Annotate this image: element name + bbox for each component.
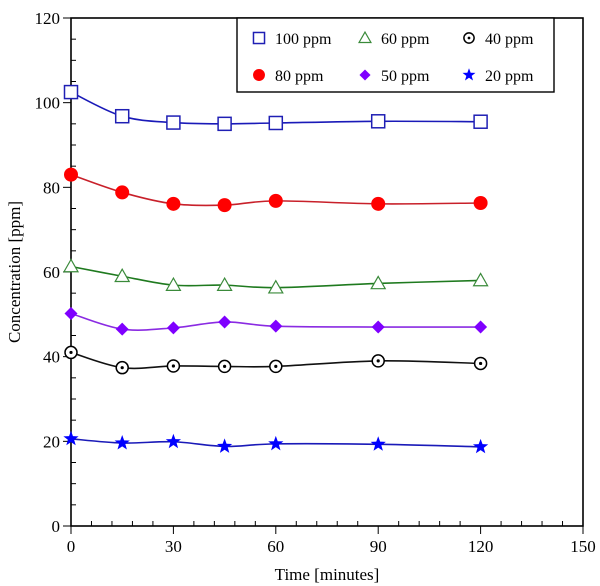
data-point	[474, 320, 488, 334]
data-point	[63, 430, 79, 446]
data-point	[267, 279, 284, 294]
legend-label: 20 ppm	[485, 68, 534, 85]
series-80-ppm	[64, 167, 488, 213]
data-point	[114, 108, 130, 124]
y-tick-label: 0	[52, 517, 61, 536]
series-20-ppm	[63, 430, 489, 454]
marker-dot	[171, 364, 175, 368]
legend-label: 40 ppm	[485, 31, 534, 48]
x-tick-label: 90	[370, 537, 387, 556]
marker-dot	[223, 364, 227, 369]
data-point	[216, 276, 233, 291]
y-tick-label: 100	[35, 94, 61, 113]
data-point	[269, 359, 283, 374]
legend-marker	[359, 69, 371, 81]
legend-marker	[358, 30, 372, 44]
legend-marker	[253, 69, 265, 81]
data-point	[370, 436, 386, 451]
legend-marker	[462, 68, 476, 81]
data-point	[370, 275, 387, 290]
legend: 100 ppm 60 ppm 40 ppm 80 ppm 50 ppm 20 ppm	[236, 17, 555, 93]
data-point	[114, 268, 131, 283]
series-100-ppm	[63, 84, 488, 132]
y-tick-label: 20	[43, 432, 60, 451]
series-60-ppm	[62, 258, 489, 294]
data-point	[218, 315, 232, 329]
data-point	[62, 258, 80, 273]
data-point	[63, 84, 79, 100]
data-point	[115, 185, 130, 200]
legend-item: 100 ppm	[252, 31, 332, 48]
data-point	[166, 321, 180, 335]
data-point	[217, 198, 232, 213]
data-point	[64, 345, 78, 360]
marker-dot	[376, 359, 380, 363]
legend-label: 60 ppm	[381, 31, 430, 48]
data-point	[370, 114, 386, 129]
legend-box	[236, 17, 555, 93]
y-tick-label: 60	[43, 263, 60, 282]
x-axis-title: Time [minutes]	[275, 565, 380, 584]
data-point	[268, 115, 284, 131]
data-point	[473, 356, 488, 371]
series-layer	[62, 84, 489, 454]
data-point	[217, 359, 232, 374]
legend-marker	[252, 31, 266, 45]
data-point	[115, 360, 129, 375]
data-point	[472, 272, 489, 287]
data-point	[268, 435, 284, 451]
data-point	[166, 115, 181, 130]
x-tick-label: 120	[468, 537, 494, 556]
data-point	[64, 167, 78, 182]
marker-dot	[120, 366, 124, 370]
data-point	[217, 116, 232, 132]
marker-dot	[274, 364, 278, 369]
data-point	[371, 354, 385, 368]
data-point	[371, 320, 385, 334]
legend-label: 80 ppm	[275, 68, 324, 85]
data-point	[473, 195, 488, 210]
legend-item: 60 ppm	[358, 30, 430, 48]
legend-label: 100 ppm	[275, 31, 332, 48]
legend-item: 50 ppm	[359, 68, 430, 85]
y-axis-title: Concentration [ppm]	[5, 201, 24, 343]
legend-item: 80 ppm	[253, 68, 324, 85]
data-point	[166, 359, 181, 373]
x-tick-label: 60	[267, 537, 284, 556]
data-point	[268, 193, 283, 208]
legend-marker	[463, 32, 475, 44]
data-point	[371, 196, 386, 211]
marker-dot	[479, 361, 483, 366]
legend-item: 40 ppm	[463, 31, 534, 48]
marker-dot	[467, 36, 471, 40]
data-point	[216, 438, 233, 453]
x-tick-label: 150	[570, 537, 596, 556]
data-point	[115, 322, 129, 336]
x-tick-label: 0	[67, 537, 76, 556]
data-point	[472, 438, 489, 454]
y-tick-label: 80	[43, 178, 60, 197]
data-point	[269, 319, 283, 333]
plot-frame	[70, 17, 584, 527]
legend-item: 20 ppm	[462, 68, 534, 85]
data-point	[114, 435, 130, 450]
data-point	[165, 276, 182, 291]
y-tick-label: 40	[43, 348, 60, 367]
legend-label: 50 ppm	[381, 68, 430, 85]
series-50-ppm	[64, 306, 488, 336]
y-tick-label: 120	[35, 9, 61, 28]
data-point	[64, 306, 78, 320]
data-point	[165, 433, 182, 449]
data-point	[166, 196, 181, 211]
data-point	[473, 114, 488, 129]
marker-dot	[69, 350, 73, 355]
x-tick-label: 30	[165, 537, 182, 556]
series-40-ppm	[64, 345, 488, 375]
